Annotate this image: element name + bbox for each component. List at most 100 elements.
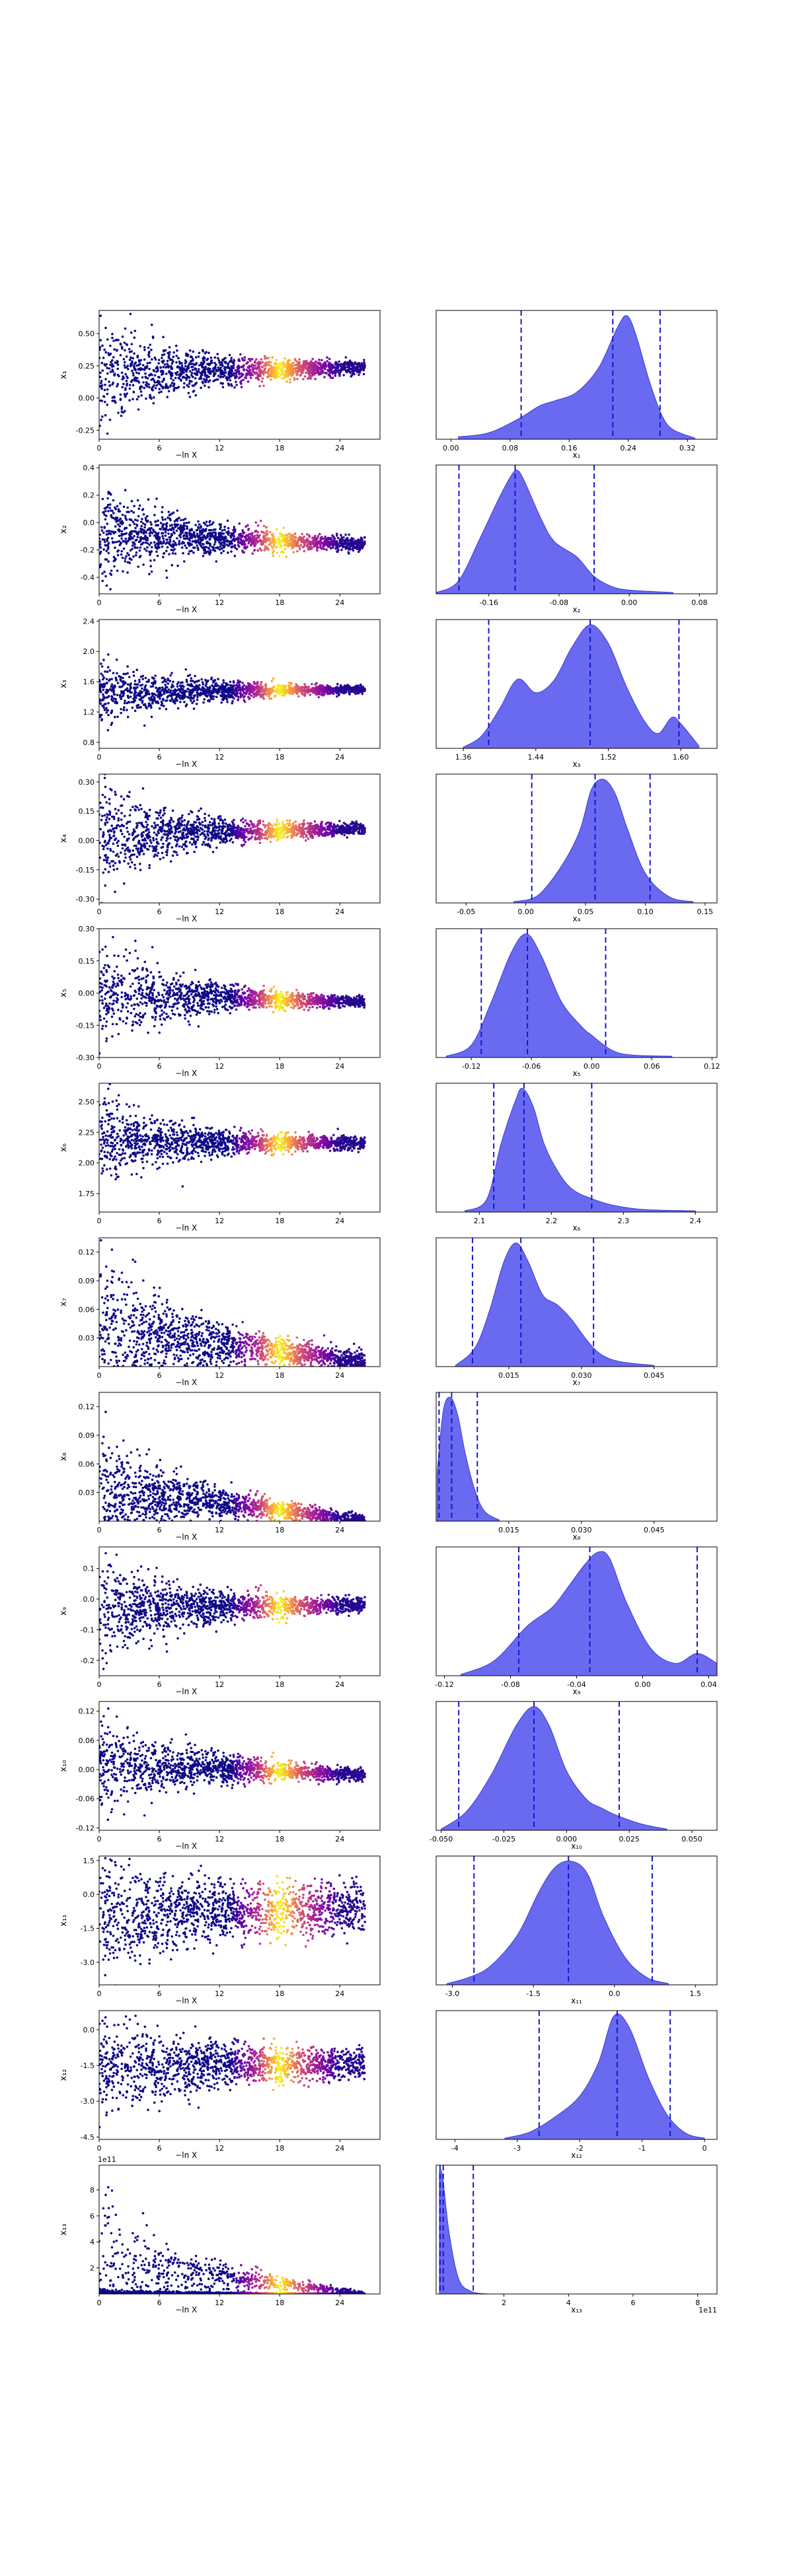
trace-point bbox=[359, 683, 362, 686]
x-tick-label: 0.00 bbox=[443, 444, 459, 452]
trace-point bbox=[359, 366, 362, 369]
trace-point bbox=[250, 684, 254, 687]
trace-point bbox=[276, 528, 278, 530]
trace-point bbox=[182, 834, 185, 838]
trace-point bbox=[197, 527, 200, 530]
trace-point bbox=[100, 361, 103, 365]
trace-point bbox=[345, 539, 348, 542]
trace-point bbox=[330, 541, 333, 544]
trace-point bbox=[308, 534, 311, 537]
trace-point bbox=[99, 715, 102, 719]
trace-point bbox=[121, 335, 124, 338]
trace-point bbox=[115, 540, 118, 544]
trace-point bbox=[280, 690, 283, 694]
trace-point bbox=[202, 543, 205, 546]
trace-point bbox=[110, 530, 112, 533]
trace-point bbox=[111, 442, 114, 445]
trace-point bbox=[286, 370, 289, 373]
trace-point bbox=[296, 540, 299, 543]
trace-point bbox=[200, 374, 203, 377]
trace-point bbox=[141, 678, 144, 680]
trace-point bbox=[294, 543, 297, 546]
trace-point bbox=[133, 352, 135, 355]
trace-point bbox=[228, 360, 231, 363]
trace-point bbox=[161, 506, 164, 509]
trace-point bbox=[241, 357, 244, 360]
trace-point bbox=[117, 528, 120, 532]
trace-point bbox=[259, 683, 262, 686]
trace-point bbox=[161, 526, 164, 528]
trace-point bbox=[214, 532, 217, 534]
trace-point bbox=[130, 701, 133, 703]
trace-point bbox=[266, 376, 270, 378]
trace-point bbox=[139, 699, 142, 701]
trace-point bbox=[182, 367, 186, 370]
trace-point bbox=[190, 371, 194, 375]
trace-point bbox=[259, 538, 262, 542]
trace-point bbox=[281, 372, 284, 375]
trace-point bbox=[157, 693, 160, 696]
trace-point bbox=[135, 551, 138, 554]
trace-point bbox=[167, 511, 170, 513]
trace-point bbox=[188, 544, 191, 547]
trace-point bbox=[219, 361, 222, 364]
trace-point bbox=[194, 524, 197, 526]
trace-point bbox=[153, 379, 155, 382]
trace-point bbox=[104, 670, 106, 673]
trace-point bbox=[136, 686, 139, 689]
trace-point bbox=[120, 550, 123, 553]
trace-point bbox=[332, 546, 334, 549]
trace-point bbox=[100, 382, 102, 384]
trace-point bbox=[172, 360, 174, 363]
trace-point bbox=[234, 686, 237, 690]
trace-point bbox=[281, 367, 283, 370]
x-axis-label: −ln X bbox=[175, 450, 197, 460]
trace-point bbox=[233, 359, 235, 361]
trace-point bbox=[209, 698, 213, 700]
trace-point bbox=[269, 361, 272, 364]
trace-point bbox=[235, 384, 238, 386]
trace-point bbox=[118, 686, 121, 688]
trace-point bbox=[165, 569, 168, 572]
y-tick-label: 1.6 bbox=[83, 678, 95, 686]
trace-point bbox=[200, 377, 203, 380]
trace-point bbox=[262, 543, 264, 546]
trace-point bbox=[172, 540, 175, 543]
trace-point bbox=[107, 352, 110, 355]
trace-point bbox=[303, 692, 307, 696]
trace-point bbox=[220, 547, 223, 550]
trace-point bbox=[233, 554, 237, 557]
x-tick-label: 24 bbox=[335, 598, 344, 607]
trace-point bbox=[137, 533, 139, 536]
trace-point bbox=[139, 804, 142, 806]
trace-point bbox=[143, 689, 146, 692]
trace-point bbox=[126, 571, 129, 574]
trace-point bbox=[163, 527, 166, 530]
trace-point bbox=[157, 524, 160, 527]
trace-point bbox=[138, 555, 141, 559]
trace-point bbox=[124, 410, 126, 413]
trace-point bbox=[221, 373, 224, 376]
trace-point bbox=[209, 690, 213, 693]
trace-point bbox=[157, 535, 159, 538]
trace-point bbox=[243, 551, 245, 554]
trace-point bbox=[264, 538, 267, 542]
trace-point bbox=[99, 702, 102, 705]
trace-point bbox=[361, 546, 364, 548]
trace-point bbox=[317, 696, 321, 699]
trace-point bbox=[263, 549, 266, 552]
trace-point bbox=[188, 521, 190, 524]
trace-point bbox=[301, 692, 304, 696]
trace-point bbox=[232, 681, 235, 684]
trace-point bbox=[123, 392, 126, 396]
trace-point bbox=[99, 357, 101, 359]
trace-point bbox=[309, 694, 312, 696]
trace-point bbox=[285, 538, 287, 541]
trace-point bbox=[192, 531, 196, 534]
trace-point bbox=[120, 542, 122, 545]
trace-point bbox=[178, 517, 180, 519]
trace-point bbox=[149, 396, 152, 399]
trace-point bbox=[174, 386, 176, 390]
